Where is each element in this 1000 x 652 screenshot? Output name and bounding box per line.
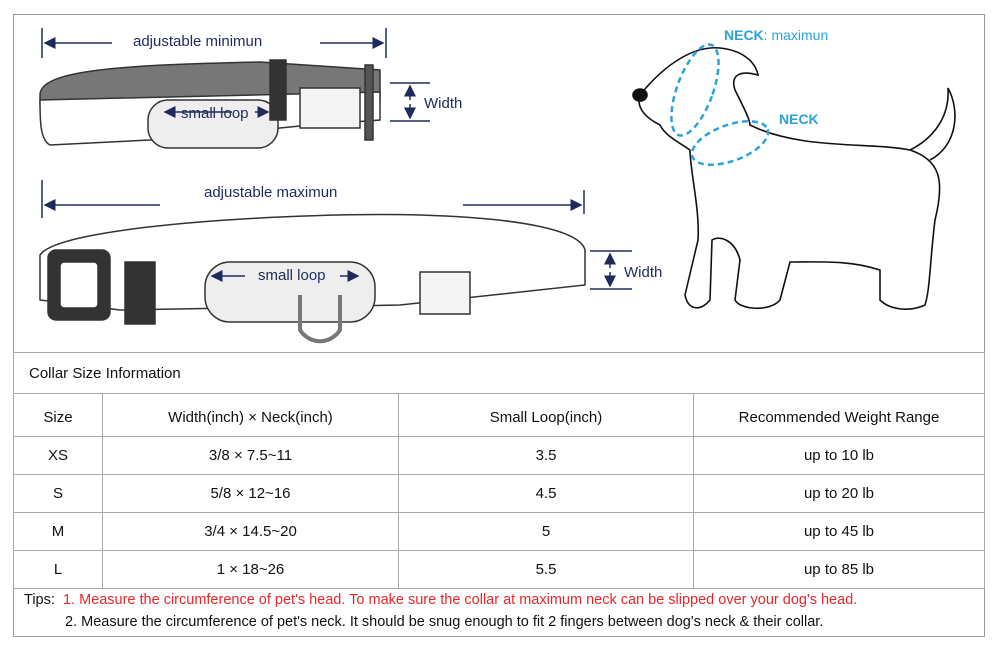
neck-label: NECK [779,111,819,127]
size-table: Collar Size Information Size Width(inch)… [13,352,985,589]
table-header-row: Size Width(inch) × Neck(inch) Small Loop… [13,393,985,437]
table-row: M 3/4 × 14.5~20 5 up to 45 lb [13,512,985,551]
collar-illustration [39,28,956,344]
cell-weight: up to 10 lb [693,436,985,475]
cell-small-loop: 5.5 [398,550,694,589]
width-label-bottom: Width [624,264,663,281]
tips-section: Tips: 1. Measure the circumference of pe… [13,583,985,637]
table-row: XS 3/8 × 7.5~11 3.5 up to 10 lb [13,436,985,475]
cell-small-loop: 3.5 [398,436,694,475]
cell-width-neck: 3/8 × 7.5~11 [102,436,399,475]
cell-weight: up to 20 lb [693,474,985,513]
cell-weight: up to 45 lb [693,512,985,551]
cell-size: S [13,474,103,513]
tip-1: 1. Measure the circumference of pet's he… [62,592,858,608]
small-collar-drawing [39,28,430,149]
cell-width-neck: 3/4 × 14.5~20 [102,512,399,551]
adjustable-maximum-label: adjustable maximun [204,184,338,201]
cell-small-loop: 5 [398,512,694,551]
cell-weight: up to 85 lb [693,550,985,589]
cell-size: XS [13,436,103,475]
table-title: Collar Size Information [13,352,985,394]
cell-size: L [13,550,103,589]
header-size: Size [13,393,103,437]
small-loop-label-top: small loop [181,105,249,122]
small-loop-label-bottom: small loop [258,267,326,284]
dog-drawing [632,47,956,310]
large-collar-drawing [39,180,632,344]
cell-width-neck: 1 × 18~26 [102,550,399,589]
cell-size: M [13,512,103,551]
header-small-loop: Small Loop(inch) [398,393,694,437]
header-width-neck: Width(inch) × Neck(inch) [102,393,399,437]
cell-width-neck: 5/8 × 12~16 [102,474,399,513]
adjustable-minimum-label: adjustable minimun [133,33,263,50]
cell-small-loop: 4.5 [398,474,694,513]
tips-label: Tips: [24,592,55,608]
size-chart-frame [13,14,985,637]
header-weight-range: Recommended Weight Range [693,393,985,437]
table-row: S 5/8 × 12~16 4.5 up to 20 lb [13,474,985,513]
width-label-top: Width [424,95,463,112]
neck-maximum-label: NECK: maximun [724,27,829,43]
tip-2: 2. Measure the circumference of pet's ne… [65,614,824,630]
